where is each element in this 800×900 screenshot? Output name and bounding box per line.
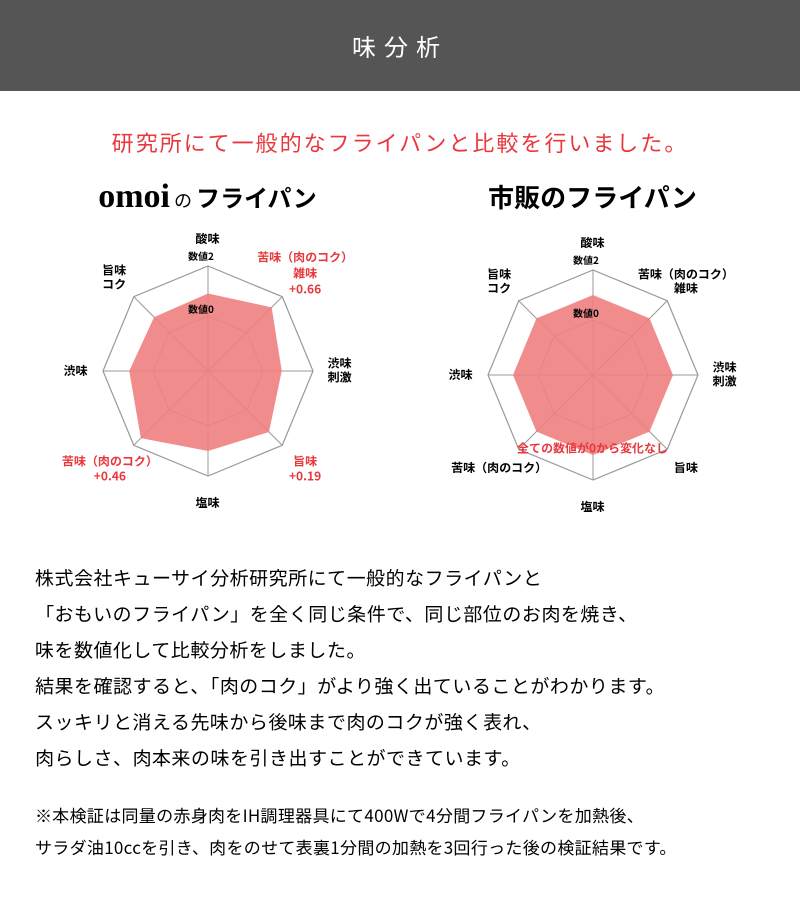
axis-label: 旨味コク bbox=[487, 267, 511, 296]
body-text: 株式会社キューサイ分析研究所にて一般的なフライパンと「おもいのフライパン」を全く… bbox=[0, 550, 800, 787]
axis-label: 渋味刺激 bbox=[712, 361, 736, 390]
radar-omoi: 数値0 数値2 酸味渋味刺激塩味 渋味 旨味コク 苦味（肉のコク）雑味+0.66 旨味+… bbox=[23, 216, 393, 526]
omoi-logo: omoi bbox=[98, 178, 170, 216]
chart-market: 市販のフライパン 数値0 数値2 酸味苦味（肉のコク）雑味渋味刺激旨味塩味 苦味（… bbox=[408, 178, 778, 530]
axis-label: 旨味コク bbox=[102, 263, 126, 292]
axis-label: 渋味 bbox=[63, 364, 87, 378]
footnote: ※本検証は同量の赤身肉をIH調理器具にて400Wで4分間フライパンを加熱後、サラ… bbox=[0, 787, 800, 894]
axis-label: 塩味 bbox=[195, 496, 219, 510]
svg-text:数値0: 数値0 bbox=[187, 301, 214, 316]
radar-market: 数値0 数値2 酸味苦味（肉のコク）雑味渋味刺激旨味塩味 苦味（肉のコク） 渋味 旨味… bbox=[408, 220, 778, 530]
highlight-label: 苦味（肉のコク）+0.46 bbox=[62, 453, 158, 484]
chart-omoi: omoi の フライパン 数値0 数値2 酸味渋味刺激塩味渋味旨味コク苦味（肉の… bbox=[23, 178, 393, 530]
chart-omoi-title: omoi の フライパン bbox=[23, 178, 393, 216]
axis-label: 酸味 bbox=[195, 232, 219, 246]
omoi-suffix-small: の bbox=[174, 187, 192, 213]
axis-label: 旨味 bbox=[674, 461, 698, 475]
charts-row: omoi の フライパン 数値0 数値2 酸味渋味刺激塩味渋味旨味コク苦味（肉の… bbox=[0, 178, 800, 550]
svg-text:数値2: 数値2 bbox=[572, 252, 599, 267]
highlight-label: 旨味+0.19 bbox=[289, 453, 321, 484]
axis-label: 塩味 bbox=[580, 500, 604, 514]
axis-label: 渋味刺激 bbox=[327, 357, 351, 386]
omoi-suffix: フライパン bbox=[196, 179, 317, 214]
axis-label: 酸味 bbox=[580, 236, 604, 250]
axis-label: 苦味（肉のコク）雑味 bbox=[638, 267, 734, 296]
axis-label: 渋味 bbox=[448, 368, 472, 382]
highlight-label: 苦味（肉のコク）雑味+0.66 bbox=[257, 250, 353, 297]
axis-label: 苦味（肉のコク） bbox=[451, 461, 547, 475]
svg-text:数値2: 数値2 bbox=[187, 248, 214, 263]
subtitle: 研究所にて一般的なフライパンと比較を行いました。 bbox=[0, 91, 800, 178]
svg-text:数値0: 数値0 bbox=[572, 305, 599, 320]
header-title: 味分析 bbox=[352, 28, 448, 63]
header-bar: 味分析 bbox=[0, 0, 800, 91]
center-note: 全ての数値が0から変化なし bbox=[517, 440, 668, 457]
chart-market-title: 市販のフライパン bbox=[408, 178, 778, 215]
